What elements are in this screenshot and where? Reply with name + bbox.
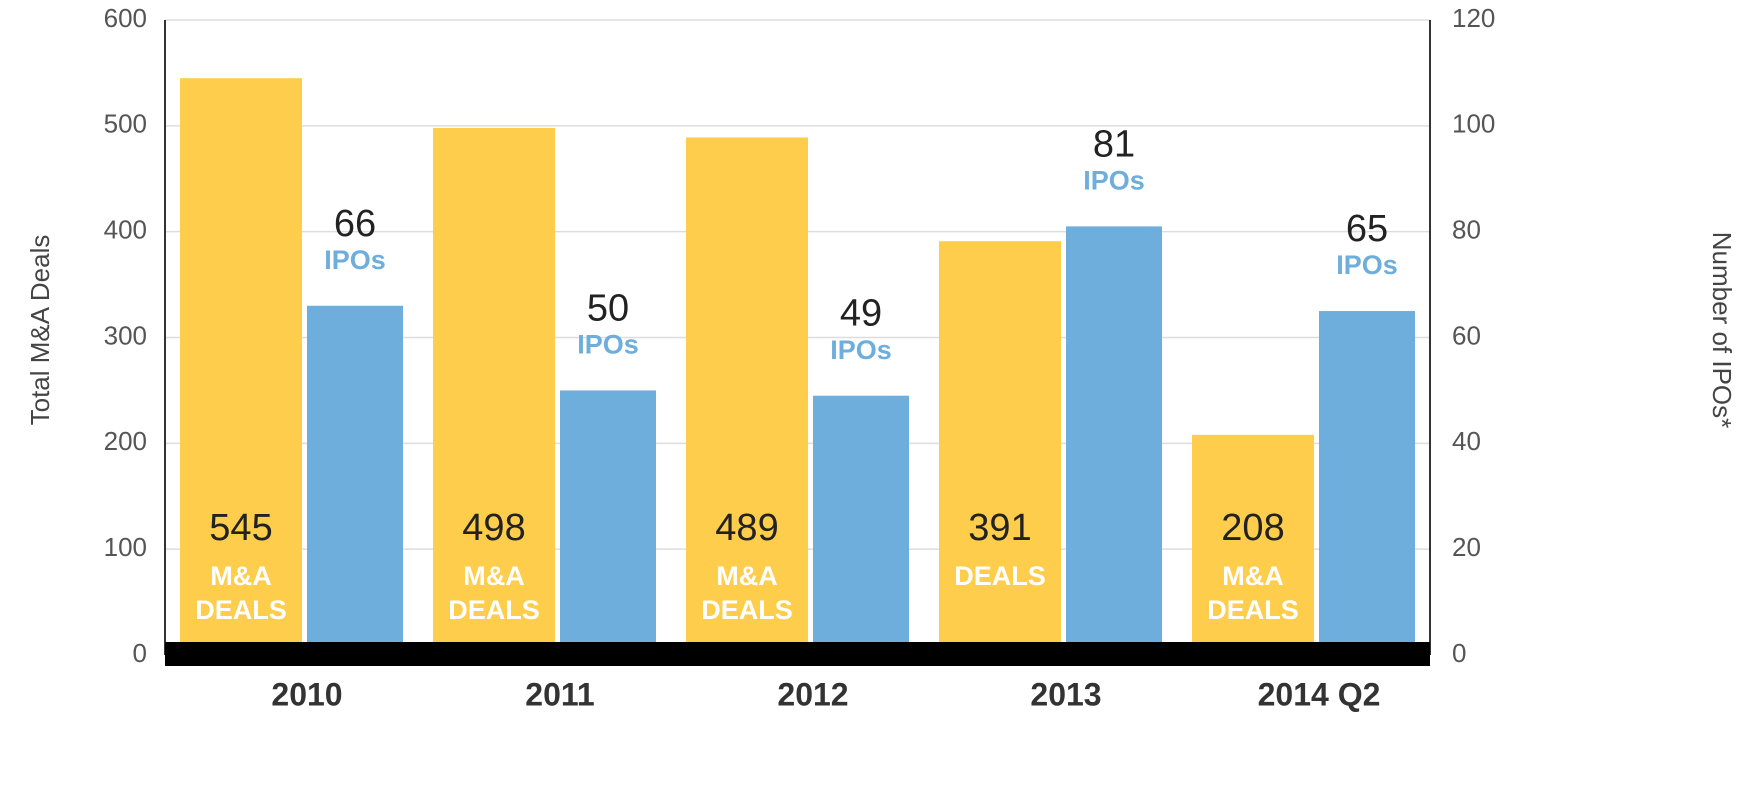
unit-label: M&A [1222,561,1284,591]
unit-label: M&A [210,561,272,591]
data-label: 50 [587,287,629,329]
data-label: 498 [462,507,525,549]
bar [813,395,909,655]
y2-axis-label: Number of IPOs* [1707,232,1737,429]
x-tick-label: 2013 [1030,676,1101,712]
unit-label: DEALS [954,561,1046,591]
bar [307,305,403,655]
y2-tick-label: 40 [1452,426,1481,456]
y2-tick-label: 0 [1452,638,1466,668]
data-label: 49 [840,293,882,335]
y-tick-label: 500 [104,109,147,139]
y2-tick-label: 60 [1452,320,1481,350]
unit-label: DEALS [448,595,540,625]
y-tick-label: 400 [104,215,147,245]
data-label: 489 [715,507,778,549]
data-label: 65 [1346,208,1388,250]
x-tick-label: 2014 Q2 [1258,676,1381,712]
bar [939,241,1061,656]
y-tick-label: 0 [133,638,147,668]
unit-label: DEALS [195,595,287,625]
unit-label: DEALS [701,595,793,625]
data-label: 208 [1221,507,1284,549]
unit-label: DEALS [1207,595,1299,625]
unit-label: IPOs [577,330,639,360]
bar [1192,434,1314,655]
data-label: 391 [968,507,1031,549]
unit-label: IPOs [324,245,386,275]
bar [1066,226,1162,655]
data-label: 545 [209,507,272,549]
x-tick-label: 2011 [525,676,594,712]
y-axis-label: Total M&A Deals [25,235,55,426]
y2-tick-label: 80 [1452,215,1481,245]
bar [1319,311,1415,655]
y-tick-label: 200 [104,426,147,456]
unit-label: IPOs [830,335,892,365]
unit-label: IPOs [1336,250,1398,280]
y-tick-label: 300 [104,320,147,350]
baseline [165,642,1430,666]
data-label: 81 [1093,123,1135,165]
bar [560,390,656,655]
y2-tick-label: 100 [1452,109,1495,139]
y-tick-label: 600 [104,3,147,33]
x-tick-label: 2010 [271,676,342,712]
unit-label: M&A [463,561,525,591]
data-label: 66 [334,203,376,245]
bar [180,78,302,656]
x-tick-label: 2012 [777,676,848,712]
y-tick-label: 100 [104,532,147,562]
y2-tick-label: 20 [1452,532,1481,562]
bar [686,137,808,656]
unit-label: M&A [716,561,778,591]
unit-label: IPOs [1083,166,1145,196]
bar [433,127,555,655]
y2-tick-label: 120 [1452,3,1495,33]
